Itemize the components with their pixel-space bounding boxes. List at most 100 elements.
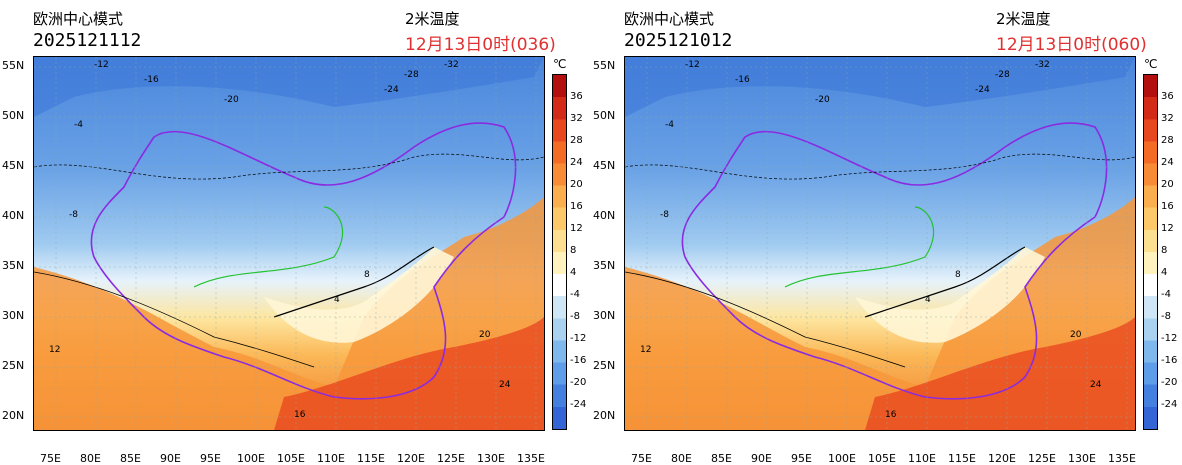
china-border [90,122,517,400]
lon-label: 90E [751,452,772,465]
lon-label: 85E [120,452,141,465]
contour-line-dashed [34,153,544,180]
colorbar-tick: 28 [570,135,583,146]
lat-label: 25N [2,359,25,372]
lon-label: 115E [357,452,385,465]
contour-zero [864,246,1026,318]
colorbar-unit: ℃ [1144,57,1158,71]
colorbar-tick: 12 [1161,223,1174,234]
hot-region [865,317,1135,430]
colorbar [1143,74,1158,430]
colorbar-tick: 24 [1161,157,1174,168]
contour-label: 20 [1070,330,1082,340]
grid-lines [34,57,544,430]
lon-label: 135E [517,452,545,465]
lat-label: 50N [2,109,25,122]
colorbar-tick: -4 [1161,289,1171,300]
contour-label: -28 [404,70,419,80]
contour-label: -20 [224,95,239,105]
lon-label: 90E [160,452,181,465]
contour-zero [273,246,435,318]
contour-label: -16 [735,75,750,85]
lon-label: 125E [437,452,465,465]
colorbar-tick: -24 [1161,399,1178,410]
lon-label: 125E [1028,452,1056,465]
colorbar-tick: 4 [1161,267,1168,278]
contour-value-labels: -12 -16 -20 -24 -28 -32 -8 -4 4 8 12 16 … [49,60,511,420]
lon-label: 95E [200,452,221,465]
lon-label: 100E [237,452,265,465]
contour-label: 12 [640,345,651,355]
china-border [681,122,1108,400]
lon-label: 75E [631,452,652,465]
valid-time: 12月13日0时(060) [996,35,1147,55]
temperature-map: -12 -16 -20 -24 -28 -32 -8 -4 4 8 12 16 … [624,56,1136,431]
contour-label: 8 [364,270,370,280]
contour-label: 24 [1090,380,1102,390]
contour-label: -32 [444,60,459,70]
lat-label: 55N [593,59,616,72]
lat-label: 20N [2,409,25,422]
run-time: 2025121112 [33,30,142,51]
contour-label: 16 [294,410,306,420]
lat-label: 30N [2,309,25,322]
temperature-map: -12 -16 -20 -24 -28 -32 -8 -4 4 8 12 16 … [33,56,545,431]
contour-label: -12 [94,60,109,70]
lat-label: 45N [2,159,25,172]
colorbar-tick: 16 [570,201,583,212]
lon-label: 130E [1068,452,1096,465]
lon-label: 75E [40,452,61,465]
mild-region [264,247,454,343]
variable-name: 2米温度 [405,10,460,28]
model-name: 欧洲中心模式 [624,10,715,28]
colorbar-tick: -20 [1161,377,1178,388]
contour-label: -4 [665,120,674,130]
hot-region [274,317,544,430]
lat-label: 25N [593,359,616,372]
colorbar [552,74,567,430]
lon-label: 100E [828,452,856,465]
lon-label: 110E [908,452,936,465]
colorbar-tick: -16 [570,355,587,366]
tibet-border [193,206,344,288]
run-time: 2025121012 [624,30,733,51]
contour-label: -24 [975,85,990,95]
lon-label: 80E [671,452,692,465]
colorbar-tick: 4 [570,267,577,278]
lon-label: 85E [711,452,732,465]
lat-label: 35N [593,259,616,272]
colorbar-tick: 20 [570,179,583,190]
forecast-panel-left: 欧洲中心模式 2025121112 2米温度 12月13日0时(036) [2,10,587,465]
mild-region [855,247,1045,343]
lon-label: 110E [317,452,345,465]
colorbar-tick: -20 [570,377,587,388]
forecast-panel-right: 欧洲中心模式 2025121012 2米温度 12月13日0时(060) [591,0,1182,465]
lon-label: 120E [397,452,425,465]
lon-label: 120E [988,452,1016,465]
colorbar-tick: 16 [1161,201,1174,212]
contour-line-dashed [625,153,1135,180]
lon-label: 80E [80,452,101,465]
contour-label: -8 [660,210,669,220]
valid-time: 12月13日0时(036) [405,35,556,55]
model-name: 欧洲中心模式 [33,10,124,28]
lon-label: 105E [277,452,305,465]
contour-label: -16 [144,75,159,85]
lon-label: 115E [948,452,976,465]
lat-label: 30N [593,309,616,322]
colorbar-tick: 32 [570,113,583,124]
contour-label: 20 [479,330,491,340]
contour-label: -28 [995,70,1010,80]
colorbar-tick: 32 [1161,113,1174,124]
lat-label: 50N [593,109,616,122]
lon-label: 130E [477,452,505,465]
contour-label: -4 [74,120,83,130]
lat-label: 40N [2,209,25,222]
colorbar-tick: 20 [1161,179,1174,190]
colorbar-tick: 36 [570,91,583,102]
contour-label: -32 [1035,60,1050,70]
colorbar-tick: 8 [570,245,577,256]
contour-label: -8 [69,210,78,220]
grid-lines [625,57,1135,430]
tibet-border [784,206,935,288]
